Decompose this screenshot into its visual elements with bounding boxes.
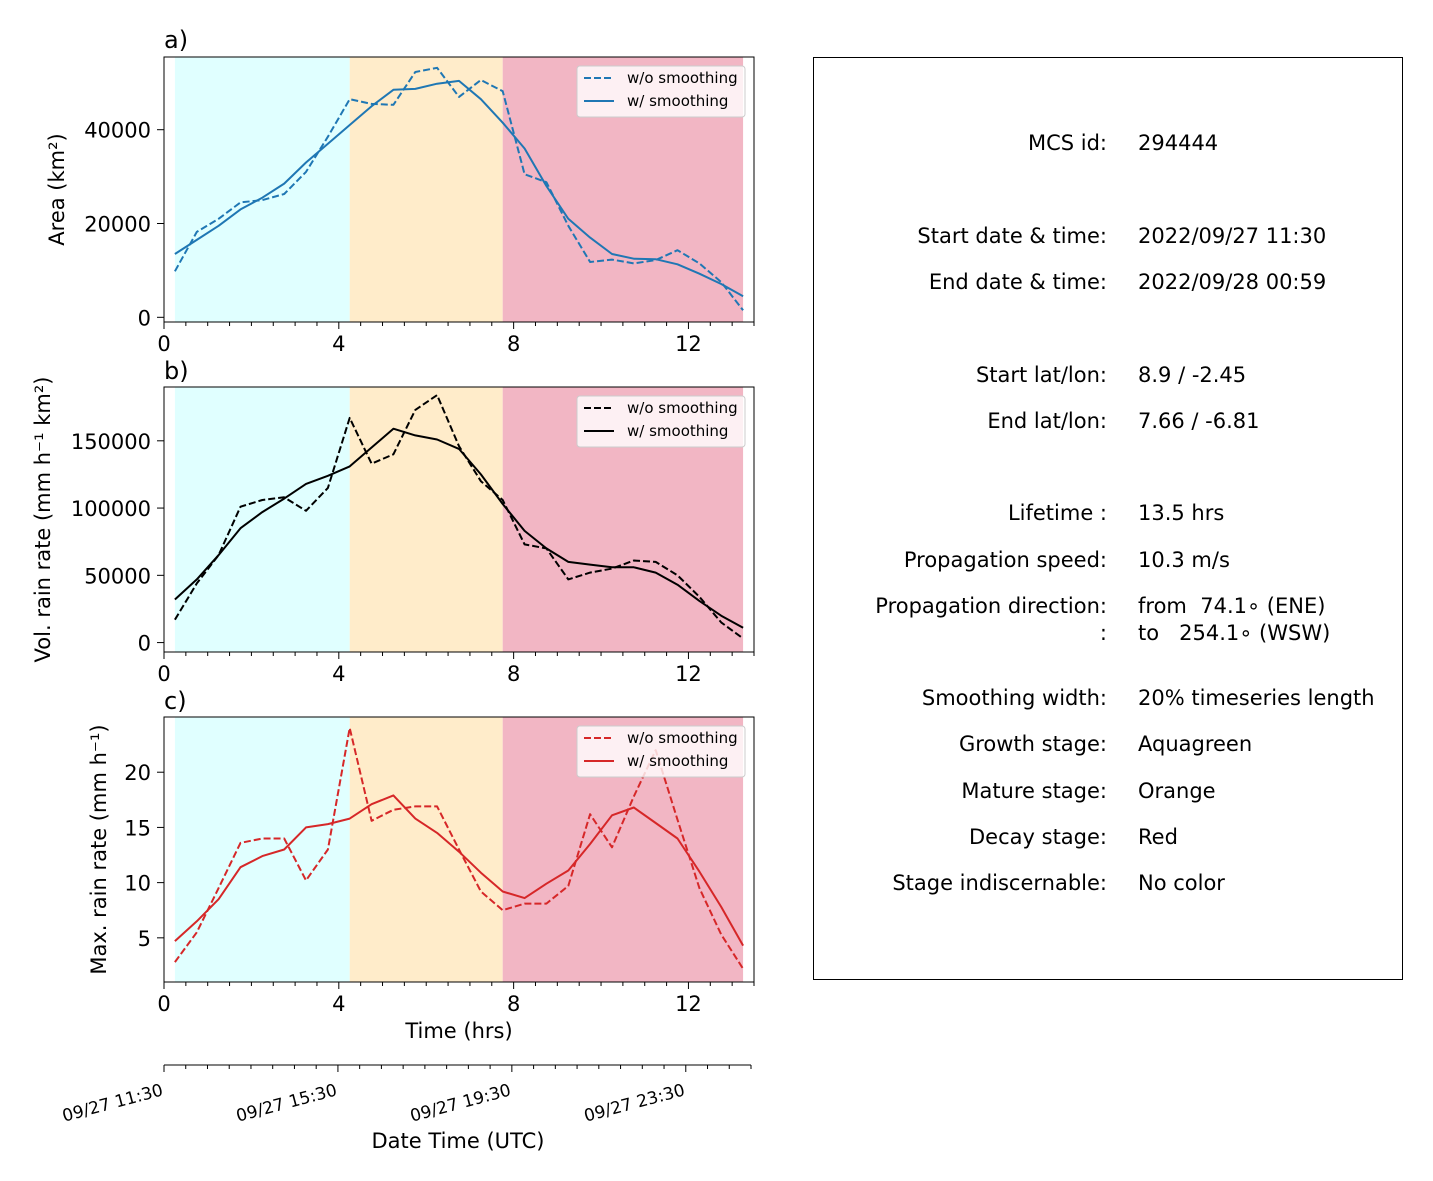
info-value: 294444 [1138, 131, 1219, 155]
x-tick-label: 12 [675, 992, 702, 1016]
mcs-info-panel: MCS id: 294444 Start date & time: 2022/0… [813, 57, 1403, 980]
info-value: Aquagreen [1138, 732, 1253, 756]
mature-stage-band [349, 717, 503, 982]
legend-label: w/o smoothing [627, 399, 738, 417]
info-label: Smoothing width: [921, 686, 1107, 710]
legend: w/o smoothing w/ smoothing [576, 725, 746, 778]
info-value: No color [1138, 871, 1225, 895]
info-value: 10.3 m/s [1138, 548, 1230, 572]
x-axis-label: Time (hrs) [404, 1019, 512, 1043]
y-tick-label: 150000 [71, 430, 151, 454]
y-tick-label: 0 [138, 632, 151, 656]
info-label: Start date & time: [917, 224, 1107, 248]
y-tick-label: 20 [124, 761, 151, 785]
info-label: Propagation direction: [875, 594, 1107, 618]
chart-panel-2: 0 4 8 12 0 50000 100000 150000 b) Vol. rain rate … [31, 357, 755, 686]
info-label: Growth stage: [958, 732, 1107, 756]
x-tick-label: 8 [507, 662, 520, 686]
info-value: 8.9 / -2.45 [1138, 363, 1247, 387]
info-value: from 74.1∘ (ENE) [1138, 594, 1326, 618]
info-label: MCS id: [1027, 131, 1107, 155]
legend-box [576, 395, 746, 448]
x-tick-label: 0 [157, 992, 170, 1016]
x-tick-label: 8 [507, 332, 520, 356]
x-tick-label: 12 [675, 332, 702, 356]
datetime-tick-label: 09/27 23:30 [582, 1081, 687, 1127]
info-label: Decay stage: [969, 825, 1107, 849]
x-tick-label: 8 [507, 992, 520, 1016]
axes-frame [163, 386, 755, 653]
info-value: 2022/09/28 00:59 [1138, 270, 1327, 294]
info-value: 2022/09/27 11:30 [1138, 224, 1327, 248]
info-label: Lifetime : [1007, 501, 1107, 525]
panel-label: a) [164, 26, 188, 54]
datetime-axis: 09/27 11:30 09/27 15:30 09/27 19:30 09/27 2… [60, 1064, 752, 1153]
mature-stage-band [349, 57, 503, 322]
y-tick-label: 15 [124, 816, 151, 840]
y-tick-label: 40000 [84, 119, 151, 143]
legend-label: w/o smoothing [627, 69, 738, 87]
info-value: 7.66 / -6.81 [1138, 409, 1260, 433]
chart-panel-1: 0 4 8 12 0 20000 40000 a) Area (km²) w/o smoothin… [45, 26, 755, 356]
info-value: to 254.1∘ (WSW) [1138, 621, 1331, 645]
legend-label: w/ smoothing [627, 92, 728, 110]
x-tick-label: 4 [332, 332, 345, 356]
growth-stage-band [174, 717, 350, 982]
x-tick-label: 4 [332, 992, 345, 1016]
legend-label: w/ smoothing [627, 422, 728, 440]
growth-stage-band [174, 57, 350, 322]
y-tick-label: 100000 [71, 497, 151, 521]
info-label: Mature stage: [961, 779, 1107, 803]
y-axis-label: Area (km²) [45, 133, 69, 245]
legend-box [576, 65, 746, 118]
x-tick-label: 12 [675, 662, 702, 686]
series-line-smoothed [174, 79, 744, 298]
series-line-smoothed [174, 794, 744, 947]
series-line-smoothed [174, 427, 744, 629]
y-tick-label: 20000 [84, 213, 151, 237]
panel-label: c) [164, 687, 187, 715]
series-line-unsmoothed [174, 394, 744, 640]
panel-label: b) [164, 357, 189, 385]
info-label: Start lat/lon: [975, 363, 1107, 387]
y-axis-label: Vol. rain rate (mm h⁻¹ km²) [31, 377, 55, 663]
y-tick-label: 50000 [84, 564, 151, 588]
x-tick-label: 0 [157, 332, 170, 356]
axes-frame [163, 56, 755, 323]
datetime-tick-label: 09/27 15:30 [234, 1081, 339, 1127]
datetime-tick-label: 09/27 11:30 [60, 1081, 165, 1127]
info-label: Stage indiscernable: [892, 871, 1107, 895]
series-line-unsmoothed [174, 66, 744, 311]
y-tick-label: 10 [124, 872, 151, 896]
mature-stage-band [349, 387, 503, 652]
x-tick-label: 0 [157, 662, 170, 686]
y-tick-label: 5 [138, 927, 151, 951]
legend: w/o smoothing w/ smoothing [576, 65, 746, 118]
info-label: Propagation speed: [903, 548, 1107, 572]
datetime-axis-label: Date Time (UTC) [372, 1129, 545, 1153]
legend-label: w/o smoothing [627, 729, 738, 747]
legend: w/o smoothing w/ smoothing [576, 395, 746, 448]
info-label: : [1099, 621, 1107, 645]
info-label: End lat/lon: [987, 409, 1107, 433]
datetime-tick-label: 09/27 19:30 [408, 1081, 513, 1127]
growth-stage-band [174, 387, 350, 652]
legend-label: w/ smoothing [627, 752, 728, 770]
info-value: Red [1138, 825, 1178, 849]
legend-box [576, 725, 746, 778]
chart-panel-3: 0 4 8 12 5 10 15 20 c) Max. rain rate (mm h⁻¹) w/o… [87, 687, 755, 1016]
y-tick-label: 0 [138, 306, 151, 330]
axes-frame [163, 716, 755, 983]
info-value: 20% timeseries length [1138, 686, 1375, 710]
y-axis-label: Max. rain rate (mm h⁻¹) [87, 724, 111, 974]
x-tick-label: 4 [332, 662, 345, 686]
info-label: End date & time: [928, 270, 1107, 294]
info-value: 13.5 hrs [1138, 501, 1225, 525]
info-value: Orange [1138, 779, 1216, 803]
